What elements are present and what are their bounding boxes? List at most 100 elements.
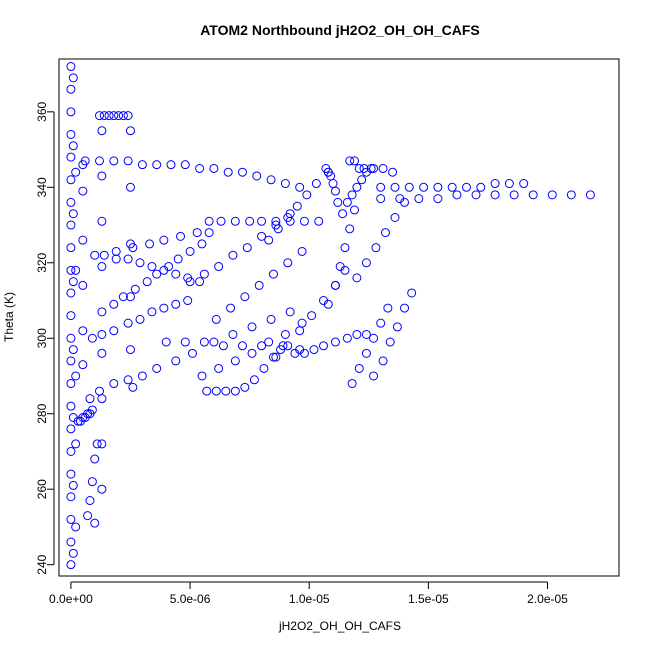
- data-point: [249, 375, 259, 385]
- data-point: [247, 322, 257, 332]
- data-point: [285, 307, 295, 317]
- data-point: [109, 111, 119, 121]
- data-point: [147, 307, 157, 317]
- data-point: [292, 201, 302, 211]
- data-point: [433, 194, 443, 204]
- data-point: [159, 235, 169, 245]
- data-point: [66, 492, 76, 502]
- data-point: [330, 337, 340, 347]
- data-point: [366, 163, 376, 173]
- data-point: [338, 209, 348, 219]
- data-point: [152, 363, 162, 373]
- data-point: [99, 111, 109, 121]
- data-point: [452, 190, 462, 200]
- data-point: [230, 386, 240, 396]
- data-point: [109, 379, 119, 389]
- data-point: [192, 228, 202, 238]
- data-point: [97, 484, 107, 494]
- data-point: [66, 401, 76, 411]
- y-tick-label: 260: [35, 479, 49, 499]
- data-point: [237, 341, 247, 351]
- data-point: [97, 307, 107, 317]
- x-tick-label: 0.0e+00: [49, 592, 93, 606]
- data-point: [176, 231, 186, 241]
- data-point: [195, 277, 205, 287]
- plot-frame: [58, 58, 620, 577]
- data-point: [266, 314, 276, 324]
- data-point: [214, 363, 224, 373]
- data-point: [125, 182, 135, 192]
- chart-title: ATOM2 Northbound jH2O2_OH_OH_CAFS: [200, 22, 480, 38]
- x-axis-label: jH2O2_OH_OH_CAFS: [278, 619, 401, 633]
- data-point: [125, 345, 135, 355]
- data-point: [66, 220, 76, 230]
- data-point: [390, 182, 400, 192]
- data-point: [280, 329, 290, 339]
- data-point: [111, 254, 121, 264]
- data-point: [97, 216, 107, 226]
- data-point: [295, 182, 305, 192]
- data-point: [471, 190, 481, 200]
- data-point: [95, 111, 105, 121]
- data-point: [264, 235, 274, 245]
- data-point: [185, 277, 195, 287]
- data-point: [407, 288, 417, 298]
- data-point: [323, 299, 333, 309]
- data-point: [66, 265, 76, 275]
- data-point: [90, 518, 100, 528]
- data-point: [97, 439, 107, 449]
- data-point: [376, 194, 386, 204]
- data-point: [125, 126, 135, 136]
- data-point: [66, 311, 76, 321]
- data-point: [319, 341, 329, 351]
- data-point: [376, 318, 386, 328]
- data-point: [66, 537, 76, 547]
- data-point: [547, 190, 557, 200]
- data-point: [95, 156, 105, 166]
- data-point: [340, 243, 350, 253]
- data-point: [85, 394, 95, 404]
- data-point: [299, 216, 309, 226]
- data-point: [221, 386, 231, 396]
- data-point: [333, 197, 343, 207]
- data-point: [378, 163, 388, 173]
- data-point: [66, 84, 76, 94]
- data-point: [352, 329, 362, 339]
- data-point: [68, 209, 78, 219]
- data-point: [376, 182, 386, 192]
- data-point: [68, 480, 78, 490]
- data-point: [242, 243, 252, 253]
- data-point: [78, 280, 88, 290]
- data-point: [476, 182, 486, 192]
- data-point: [240, 292, 250, 302]
- data-point: [180, 337, 190, 347]
- data-point: [392, 322, 402, 332]
- data-point: [504, 179, 514, 189]
- data-point: [135, 314, 145, 324]
- data-point: [166, 160, 176, 170]
- data-point: [164, 262, 174, 272]
- data-point: [78, 360, 88, 370]
- data-point: [228, 250, 238, 260]
- data-point: [240, 382, 250, 392]
- data-point: [335, 262, 345, 272]
- data-point: [66, 560, 76, 570]
- data-point: [419, 182, 429, 192]
- data-point: [71, 439, 81, 449]
- data-point: [171, 299, 181, 309]
- data-point: [125, 292, 135, 302]
- data-point: [97, 126, 107, 136]
- data-point: [257, 341, 267, 351]
- data-point: [66, 424, 76, 434]
- data-point: [92, 439, 102, 449]
- data-point: [66, 197, 76, 207]
- y-tick-label: 300: [35, 328, 49, 348]
- data-point: [183, 296, 193, 306]
- data-point: [361, 329, 371, 339]
- data-point: [118, 111, 128, 121]
- data-point: [371, 243, 381, 253]
- data-point: [311, 179, 321, 189]
- data-point: [359, 163, 369, 173]
- data-point: [66, 152, 76, 162]
- data-point: [528, 190, 538, 200]
